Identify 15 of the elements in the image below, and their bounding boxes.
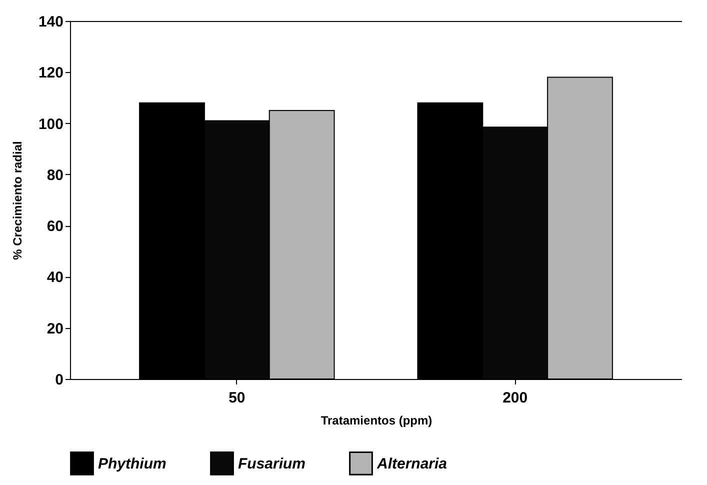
- y-tick-label: 60: [46, 218, 64, 236]
- legend-label: Fusarium: [238, 455, 306, 472]
- y-tick-label: 80: [46, 166, 64, 184]
- y-tick-label: 120: [38, 64, 64, 82]
- y-tick-label: 0: [55, 372, 64, 388]
- y-axis-title: % Crecimiento radial: [10, 141, 24, 260]
- y-tick-label: 140: [38, 14, 64, 30]
- x-tick-label: 200: [502, 390, 528, 406]
- y-tick-label: 20: [46, 320, 64, 338]
- legend-label: Alternaria: [376, 455, 448, 472]
- y-tick-label: 100: [38, 116, 64, 133]
- x-axis-title: Tratamientos (ppm): [320, 414, 432, 428]
- legend-label: Phythium: [98, 455, 166, 472]
- x-tick-label: 50: [228, 390, 246, 406]
- y-tick-label: 40: [46, 269, 64, 286]
